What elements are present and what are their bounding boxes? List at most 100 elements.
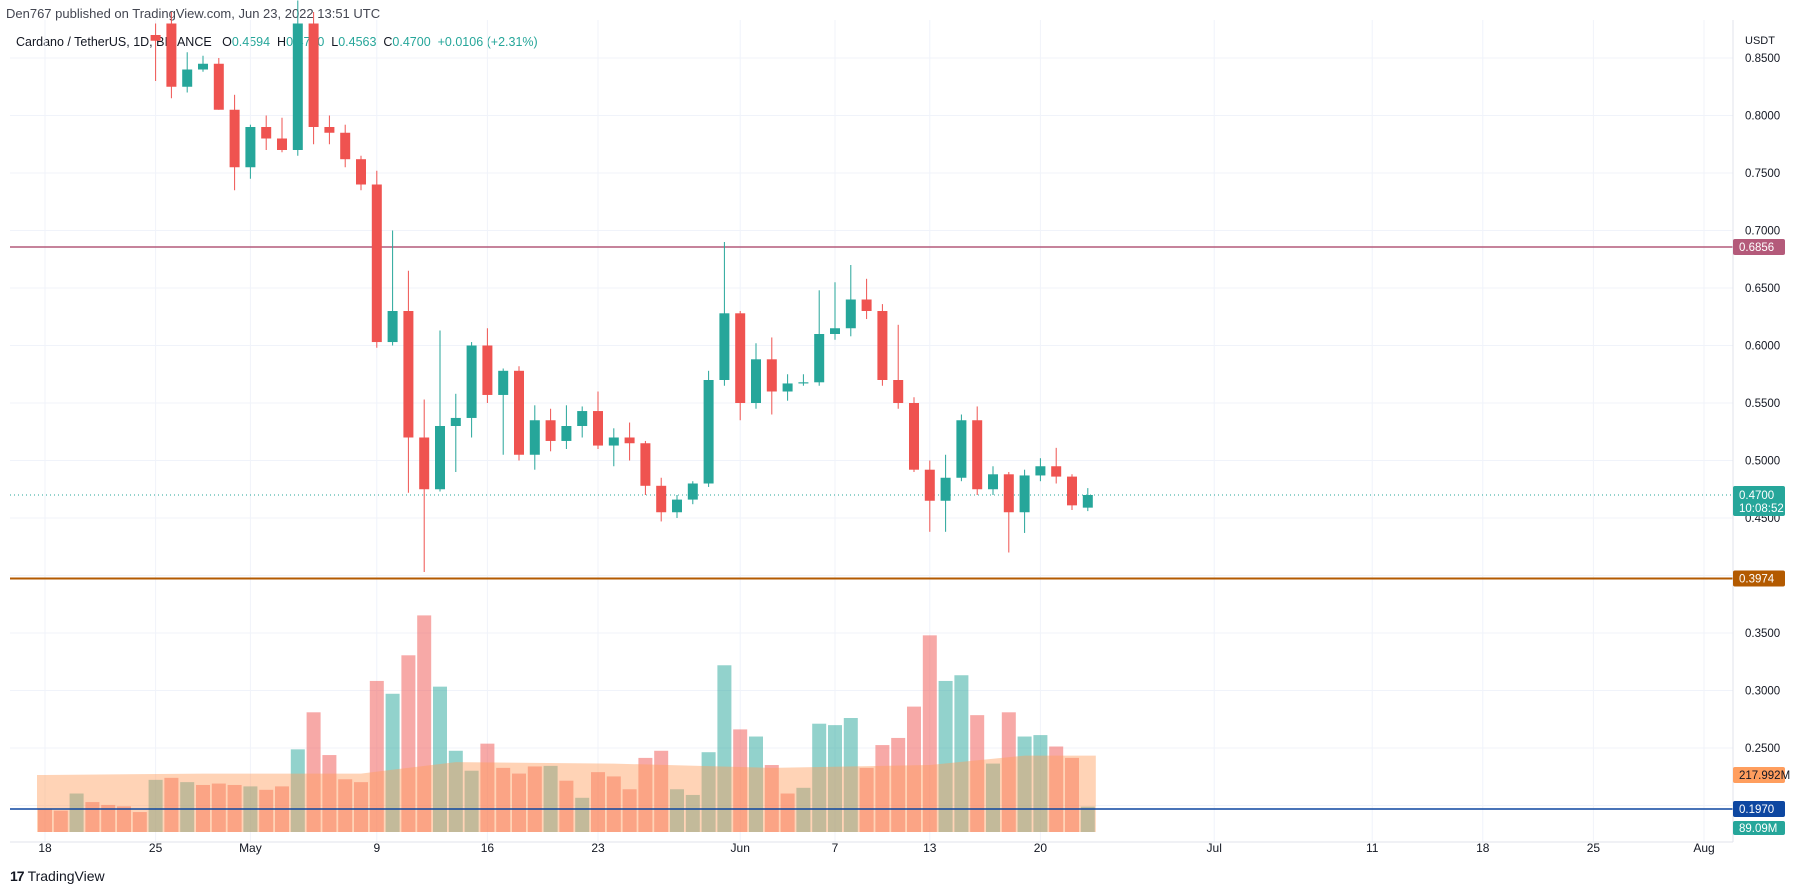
price-tag-blue_line-bg	[1733, 800, 1785, 817]
volume-bar	[685, 794, 700, 832]
volume-bar	[448, 750, 463, 832]
candle-body	[356, 159, 366, 185]
candle-body	[561, 426, 572, 441]
x-tick-label: 16	[481, 841, 495, 855]
volume-bar	[764, 765, 779, 832]
close-value: 0.4700	[392, 35, 431, 49]
volume-bar	[717, 665, 732, 832]
candle-body	[182, 69, 193, 87]
x-tick-label: May	[239, 841, 262, 855]
candle-body	[261, 127, 272, 139]
volume-bar	[606, 776, 621, 832]
volume-bar	[180, 782, 195, 832]
x-tick-label: Jun	[731, 841, 750, 855]
volume-bar	[211, 783, 226, 832]
candle-body	[656, 485, 667, 513]
volume-bar	[543, 765, 558, 832]
x-tick-label: 20	[1034, 841, 1048, 855]
candle-body	[150, 35, 161, 41]
volume-bar	[290, 749, 305, 832]
candle-body	[845, 299, 856, 329]
volume-bar	[559, 780, 574, 832]
volume-bar	[322, 755, 337, 832]
candle-body	[672, 499, 682, 513]
volume-tag-bg	[1733, 821, 1785, 835]
volume-bar	[527, 766, 542, 832]
candle-body	[1082, 495, 1093, 508]
volume-bar	[828, 725, 842, 832]
candle-body	[371, 184, 382, 343]
candle-body	[466, 345, 477, 418]
candle-body	[909, 403, 919, 470]
volume-bar	[512, 773, 526, 832]
x-tick-label: 9	[373, 841, 380, 855]
y-tick-label: 0.5500	[1745, 398, 1780, 410]
symbol-title[interactable]: Cardano / TetherUS, 1D, BINANCE	[16, 35, 212, 49]
volume-bar	[38, 809, 52, 832]
high-label: H	[277, 35, 287, 49]
low-label: L	[331, 35, 339, 49]
candle-body	[245, 127, 256, 168]
volume-bar	[117, 806, 131, 832]
candle-body	[924, 469, 935, 501]
volume-bar	[638, 757, 653, 832]
volume-bar	[796, 787, 811, 832]
candle-body	[593, 411, 603, 446]
volume-bar	[417, 615, 432, 832]
candle-body	[482, 345, 493, 395]
x-tick-label: Aug	[1693, 841, 1714, 855]
countdown-label: 10:08:52	[1739, 503, 1784, 515]
brand-name[interactable]: TradingView	[27, 868, 105, 884]
x-tick-label: 11	[1366, 841, 1379, 855]
volume-bar	[480, 743, 495, 832]
volume-bar	[306, 712, 321, 832]
volume-bar	[733, 729, 748, 832]
y-tick-label: 0.8500	[1745, 53, 1780, 65]
candle-body	[1019, 475, 1030, 513]
volume-bar	[622, 789, 637, 832]
publisher-note: Den767 published on TradingView.com, Jun…	[6, 6, 381, 21]
candle-body	[608, 437, 619, 446]
volume-bar	[986, 763, 1000, 832]
volume-bar	[954, 675, 969, 832]
volume-bar	[164, 777, 179, 832]
volume-bar	[701, 752, 716, 832]
candle-body	[577, 411, 588, 426]
candle-body	[687, 483, 698, 500]
candle-body	[751, 359, 761, 403]
candle-body	[624, 437, 635, 444]
candle-body	[814, 334, 825, 383]
footer: 17 TradingView	[10, 868, 105, 884]
volume-bar	[401, 655, 416, 832]
y-tick-label: 0.5000	[1745, 456, 1780, 468]
candle-body	[387, 311, 398, 343]
y-tick-label: 0.6500	[1745, 283, 1780, 295]
y-tick-label: 0.7000	[1745, 226, 1780, 238]
x-tick-label: 7	[832, 841, 839, 855]
price-tag-blue_line: 0.1970	[1739, 804, 1774, 816]
price-axis	[1733, 0, 1815, 842]
price-tag-resistance-bg	[1733, 239, 1785, 256]
price-tag-support: 0.3974	[1739, 573, 1775, 585]
y-tick-label: 0.8000	[1745, 111, 1780, 123]
close-label: C	[383, 35, 393, 49]
open-value: 0.4594	[231, 35, 271, 49]
volume-tag: 89.09M	[1739, 823, 1777, 835]
candle-body	[719, 313, 730, 380]
volume-bar	[859, 767, 874, 832]
volume-ma-area	[37, 755, 1096, 832]
candle-body	[798, 382, 809, 384]
candle-body	[292, 23, 303, 150]
volume-bar	[938, 680, 953, 832]
candle-body	[277, 138, 287, 150]
volume-ma-tag: 217.992M	[1739, 770, 1790, 782]
candle-body	[340, 132, 351, 160]
candle-body	[877, 311, 888, 380]
candle-body	[324, 127, 335, 133]
candle-body	[703, 380, 714, 484]
candle-body	[419, 437, 430, 490]
low-value: 0.4563	[338, 35, 377, 49]
candle-body	[766, 359, 777, 392]
price-tag-support-bg	[1733, 570, 1785, 587]
